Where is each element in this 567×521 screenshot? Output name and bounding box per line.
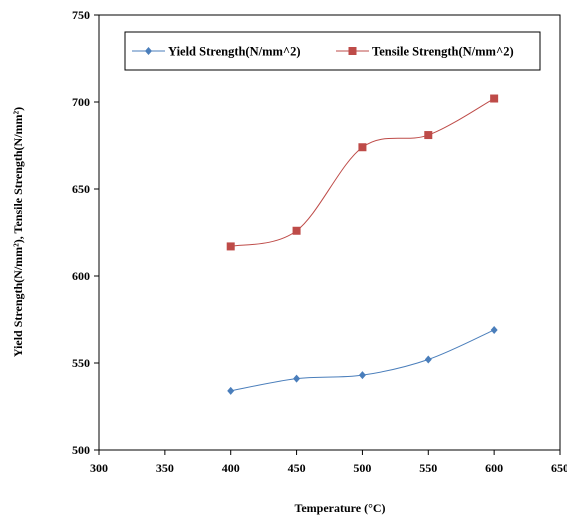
legend-label: Yield Strength(N/mm^2) (168, 45, 301, 59)
data-point (292, 226, 301, 235)
series-layer (226, 94, 499, 395)
legend-item: Tensile Strength(N/mm^2) (336, 45, 514, 59)
y-tick-label: 750 (72, 8, 90, 22)
data-point (358, 371, 366, 380)
x-tick-label: 450 (288, 461, 306, 475)
x-tick-label: 500 (353, 461, 371, 475)
data-point (490, 94, 499, 103)
plot-area (98, 14, 561, 451)
y-tick-label: 500 (72, 443, 90, 457)
data-point (226, 242, 235, 251)
data-point (293, 374, 301, 383)
x-tick-label: 400 (222, 461, 240, 475)
legend-items: Yield Strength(N/mm^2) Tensile Strength(N… (132, 45, 514, 59)
x-axis-ticks: 300 350 400 450 500 550 600 650 (90, 450, 567, 475)
legend-marker (145, 47, 152, 55)
y-axis-title: Yield Strength(N/mm²), Tensile Strength(… (11, 107, 25, 357)
x-tick-label: 300 (90, 461, 108, 475)
data-point (490, 325, 498, 334)
legend-item: Yield Strength(N/mm^2) (132, 45, 301, 59)
x-tick-label: 650 (551, 461, 567, 475)
x-axis-title: Temperature (°C) (294, 501, 385, 515)
y-axis-ticks: 500 550 600 650 700 750 (72, 8, 99, 457)
y-tick-label: 550 (72, 356, 90, 370)
legend-marker (348, 47, 357, 55)
data-point (424, 131, 433, 140)
legend-label: Tensile Strength(N/mm^2) (372, 45, 514, 59)
y-tick-label: 600 (72, 269, 90, 283)
x-tick-label: 350 (156, 461, 174, 475)
legend-box (124, 31, 541, 71)
x-tick-label: 550 (419, 461, 437, 475)
data-point (358, 143, 367, 152)
y-tick-label: 700 (72, 95, 90, 109)
series-1 (227, 325, 498, 395)
data-point (227, 386, 235, 395)
y-tick-label: 650 (72, 182, 90, 196)
x-tick-label: 600 (485, 461, 503, 475)
data-point (424, 355, 432, 364)
legend: Yield Strength(N/mm^2) Tensile Strength(N… (124, 31, 541, 71)
series-2 (226, 94, 499, 251)
